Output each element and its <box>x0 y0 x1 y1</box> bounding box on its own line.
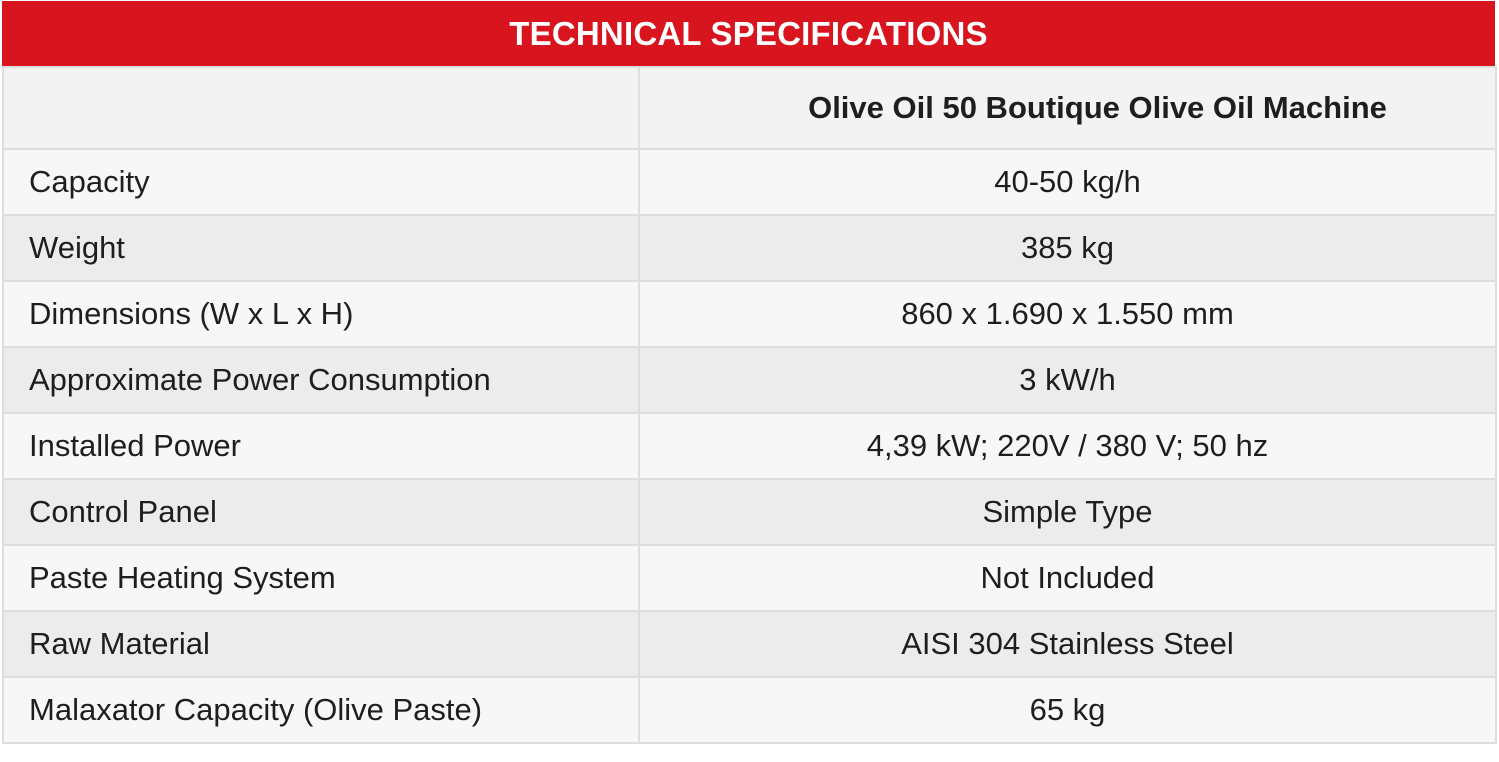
table-row: Installed Power 4,39 kW; 220V / 380 V; 5… <box>2 412 1497 480</box>
row-label: Control Panel <box>2 478 640 546</box>
row-value: 65 kg <box>638 676 1497 744</box>
row-label: Weight <box>2 214 640 282</box>
table-row: Capacity 40-50 kg/h <box>2 148 1497 216</box>
table-row: Dimensions (W x L x H) 860 x 1.690 x 1.5… <box>2 280 1497 348</box>
row-label: Paste Heating System <box>2 544 640 612</box>
row-label: Capacity <box>2 148 640 216</box>
table-row: Paste Heating System Not Included <box>2 544 1497 612</box>
row-value: 40-50 kg/h <box>638 148 1497 216</box>
row-value: 4,39 kW; 220V / 380 V; 50 hz <box>638 412 1497 480</box>
row-label: Dimensions (W x L x H) <box>2 280 640 348</box>
row-value: Simple Type <box>638 478 1497 546</box>
page-title: TECHNICAL SPECIFICATIONS <box>2 1 1495 66</box>
row-value: AISI 304 Stainless Steel <box>638 610 1497 678</box>
table-row: Weight 385 kg <box>2 214 1497 282</box>
row-label: Approximate Power Consumption <box>2 346 640 414</box>
table-header-row: Olive Oil 50 Boutique Olive Oil Machine <box>2 66 1497 150</box>
row-label: Raw Material <box>2 610 640 678</box>
table-row: Malaxator Capacity (Olive Paste) 65 kg <box>2 676 1497 744</box>
table-row: Approximate Power Consumption 3 kW/h <box>2 346 1497 414</box>
row-label: Installed Power <box>2 412 640 480</box>
row-value: 385 kg <box>638 214 1497 282</box>
row-value: 3 kW/h <box>638 346 1497 414</box>
header-blank-cell <box>2 66 640 150</box>
row-label: Malaxator Capacity (Olive Paste) <box>2 676 640 744</box>
table-row: Raw Material AISI 304 Stainless Steel <box>2 610 1497 678</box>
row-value: 860 x 1.690 x 1.550 mm <box>638 280 1497 348</box>
table-row: Control Panel Simple Type <box>2 478 1497 546</box>
spec-table: Olive Oil 50 Boutique Olive Oil Machine … <box>2 66 1497 744</box>
column-header-machine: Olive Oil 50 Boutique Olive Oil Machine <box>638 66 1497 150</box>
row-value: Not Included <box>638 544 1497 612</box>
